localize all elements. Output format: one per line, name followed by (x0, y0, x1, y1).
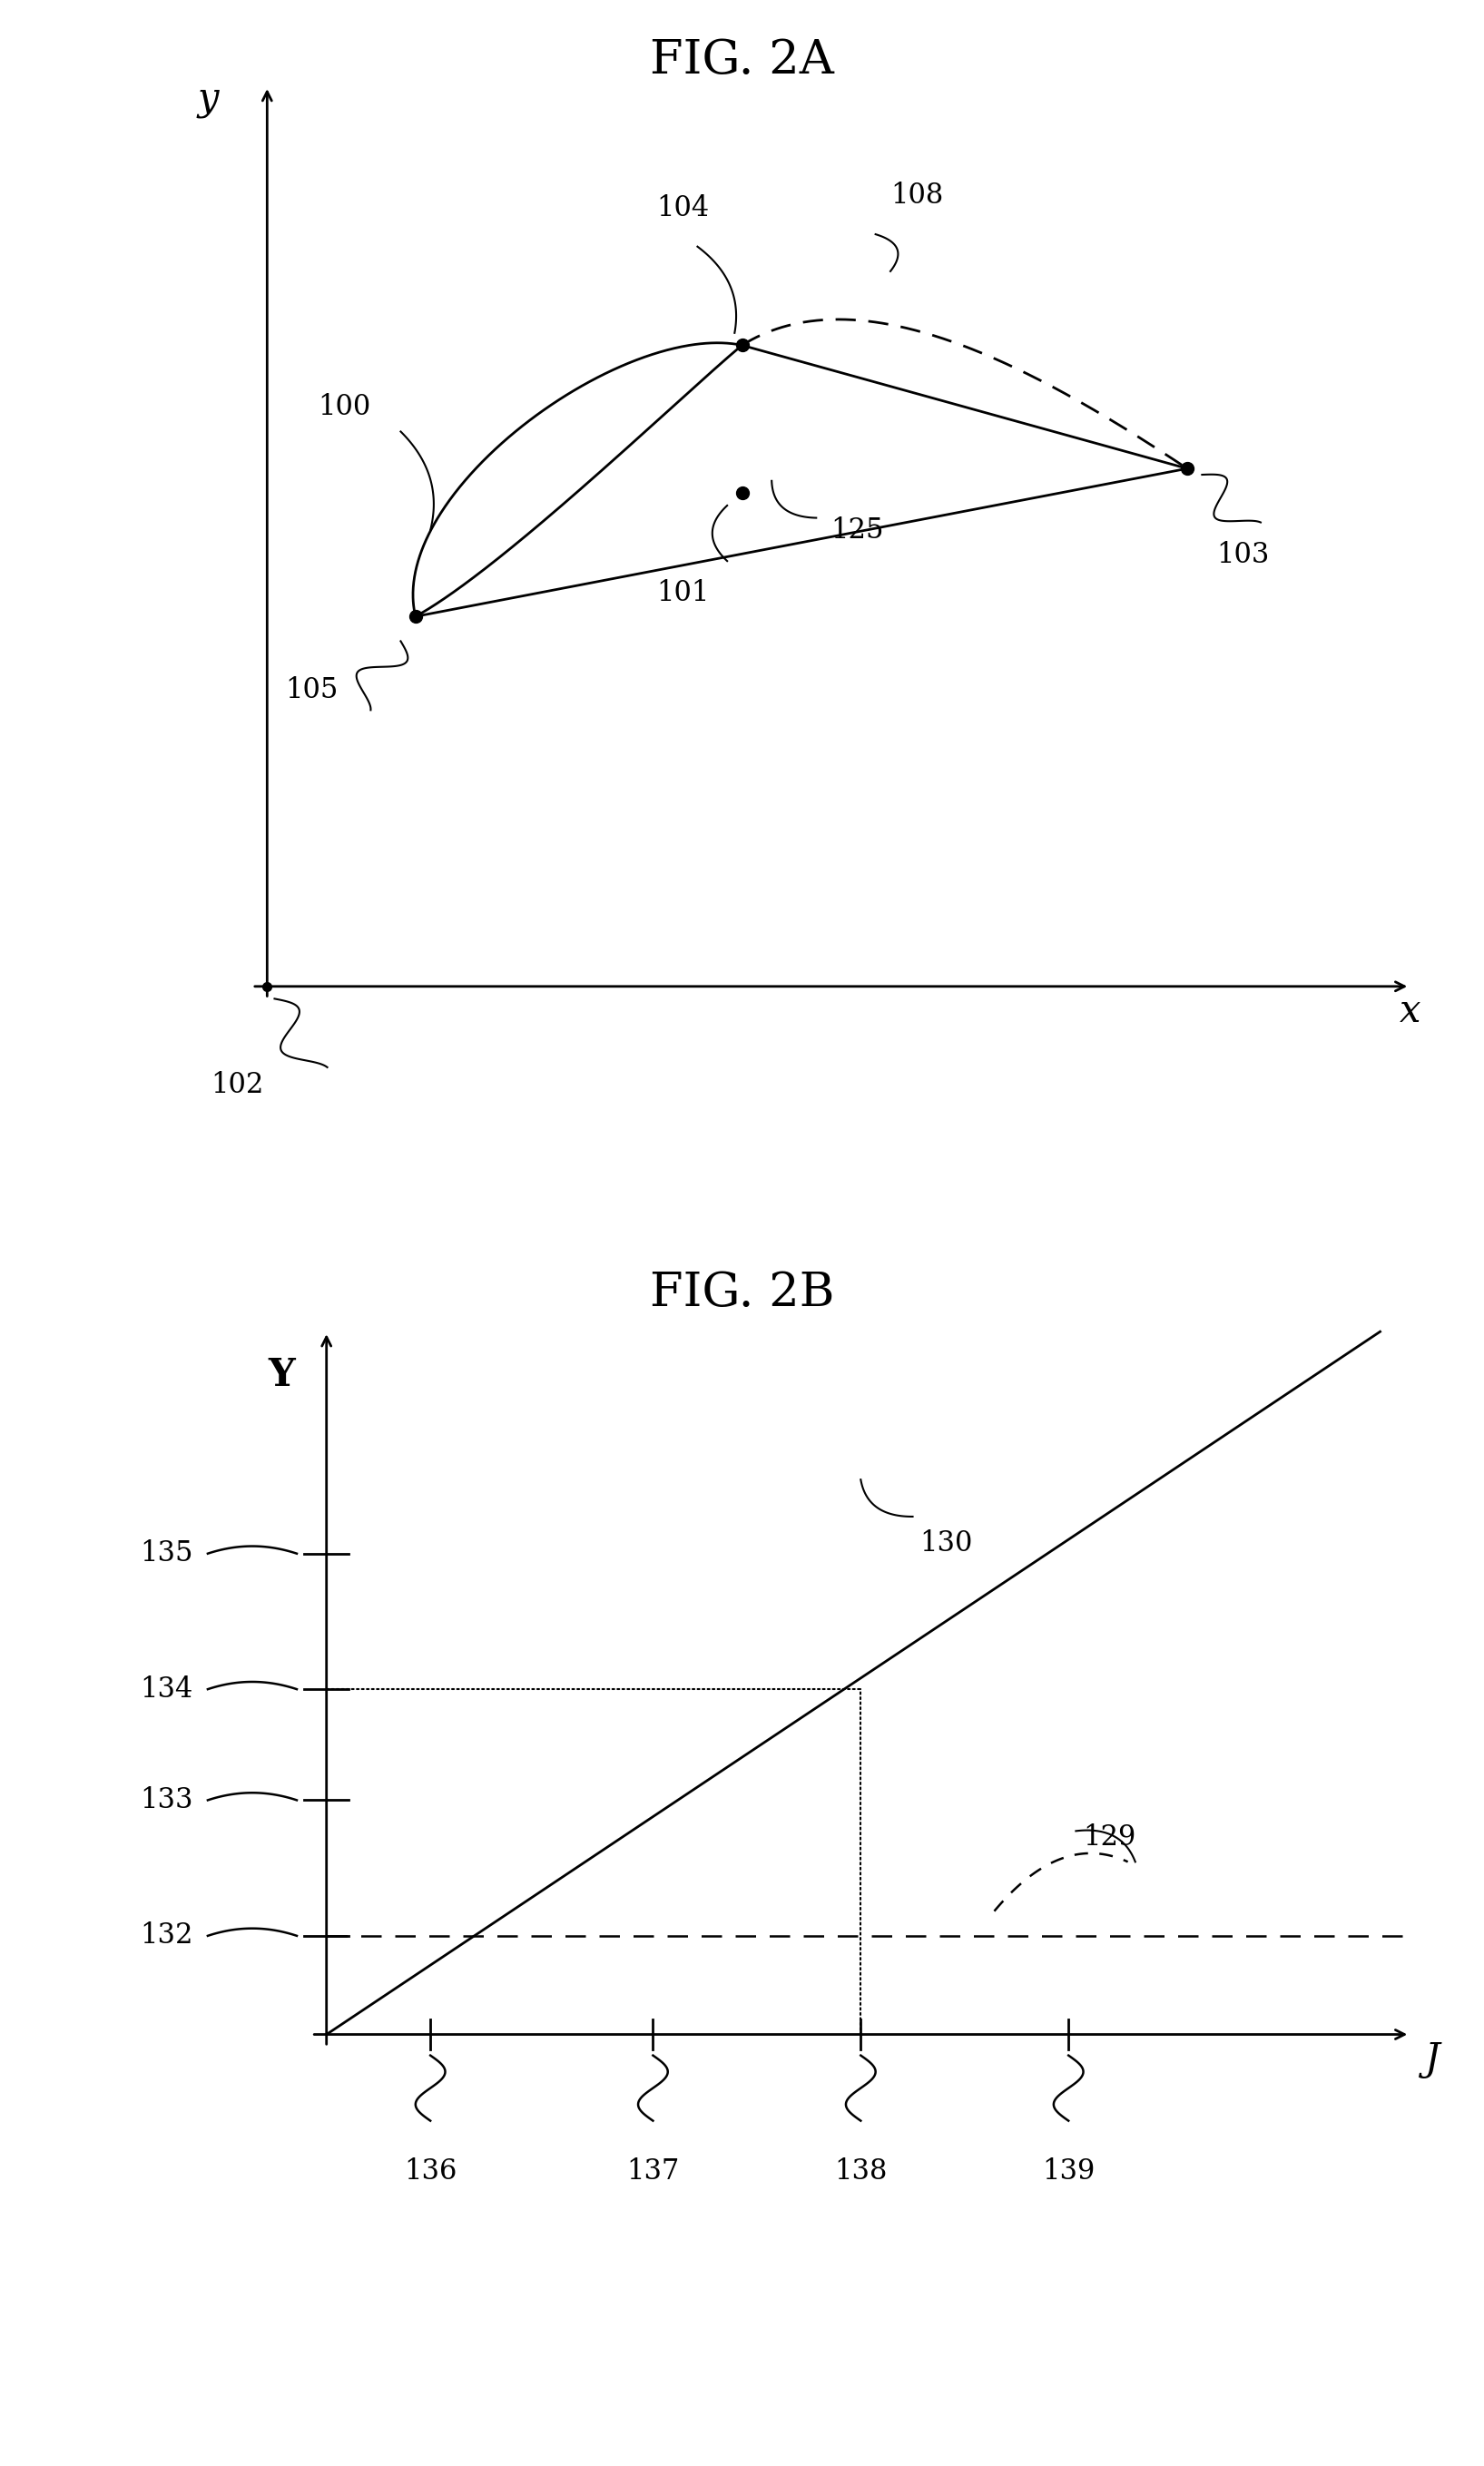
Text: 135: 135 (139, 1539, 193, 1568)
Text: 103: 103 (1217, 540, 1270, 570)
Text: 136: 136 (404, 2158, 457, 2185)
Text: J: J (1425, 2039, 1439, 2079)
Text: 137: 137 (626, 2158, 680, 2185)
Text: y: y (197, 79, 218, 118)
Text: 129: 129 (1083, 1822, 1137, 1852)
Text: 104: 104 (656, 195, 709, 222)
Text: FIG. 2A: FIG. 2A (650, 37, 834, 84)
Text: 139: 139 (1042, 2158, 1095, 2185)
Text: x: x (1399, 991, 1420, 1031)
Text: 100: 100 (318, 392, 371, 422)
Text: 134: 134 (139, 1674, 193, 1704)
Text: 105: 105 (285, 676, 338, 705)
Text: Y: Y (269, 1356, 295, 1393)
Text: 102: 102 (211, 1070, 264, 1100)
Text: 130: 130 (920, 1529, 974, 1556)
Text: 138: 138 (834, 2158, 887, 2185)
Text: 125: 125 (831, 515, 884, 545)
Text: 101: 101 (656, 580, 709, 607)
Text: 132: 132 (139, 1921, 193, 1951)
Text: 133: 133 (139, 1785, 193, 1815)
Text: FIG. 2B: FIG. 2B (650, 1270, 834, 1317)
Text: 108: 108 (890, 182, 944, 210)
